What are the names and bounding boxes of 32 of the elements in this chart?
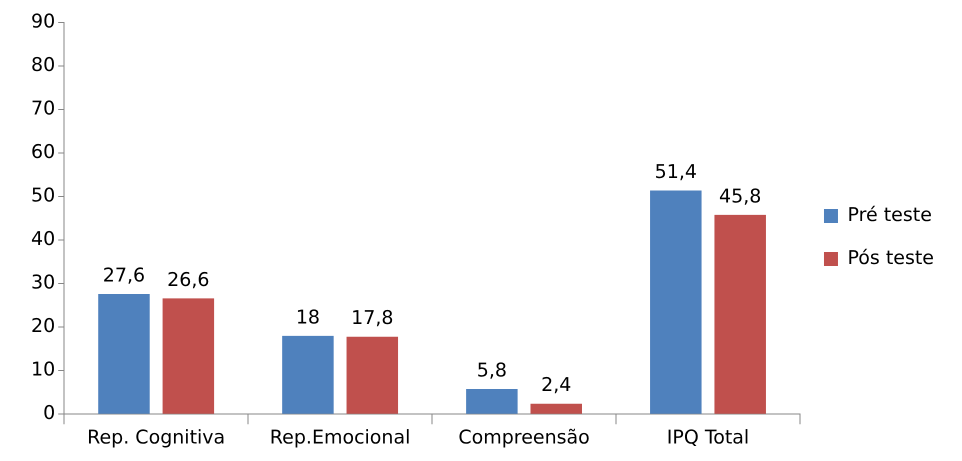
bar: [282, 336, 334, 414]
x-tick-label: Rep.Emocional: [270, 426, 410, 449]
y-tick-label: 20: [30, 315, 56, 338]
y-tick-label: 70: [30, 97, 56, 120]
x-tick-label: Rep. Cognitiva: [87, 426, 226, 449]
data-label: 2,4: [541, 374, 572, 396]
y-tick-label: 80: [30, 54, 56, 76]
y-tick-label: 60: [30, 140, 56, 163]
bar: [346, 336, 398, 414]
bar: [162, 298, 214, 414]
data-label: 17,8: [351, 307, 394, 330]
data-label: 26,6: [167, 268, 210, 291]
x-tick-label: IPQ Total: [666, 426, 750, 449]
data-label: 18: [296, 306, 320, 328]
legend-label: Pós teste: [847, 246, 934, 269]
bar: [530, 404, 582, 414]
y-tick-label: 50: [30, 184, 56, 206]
bar: [98, 294, 150, 414]
y-tick-label: 0: [43, 402, 56, 424]
bar: [466, 388, 518, 414]
bar: [650, 190, 702, 414]
x-tick-label: Compreensão: [458, 426, 590, 449]
y-tick-label: 40: [30, 228, 56, 250]
data-label: 27,6: [102, 264, 146, 286]
data-label: 45,8: [719, 185, 762, 208]
legend-label: Pré teste: [847, 204, 932, 226]
data-label: 51,4: [654, 160, 697, 183]
y-tick-label: 90: [30, 10, 56, 32]
y-tick-label: 30: [30, 272, 56, 294]
y-tick-label: 10: [30, 358, 56, 381]
bar: [714, 214, 766, 414]
data-label: 5,8: [476, 359, 507, 382]
